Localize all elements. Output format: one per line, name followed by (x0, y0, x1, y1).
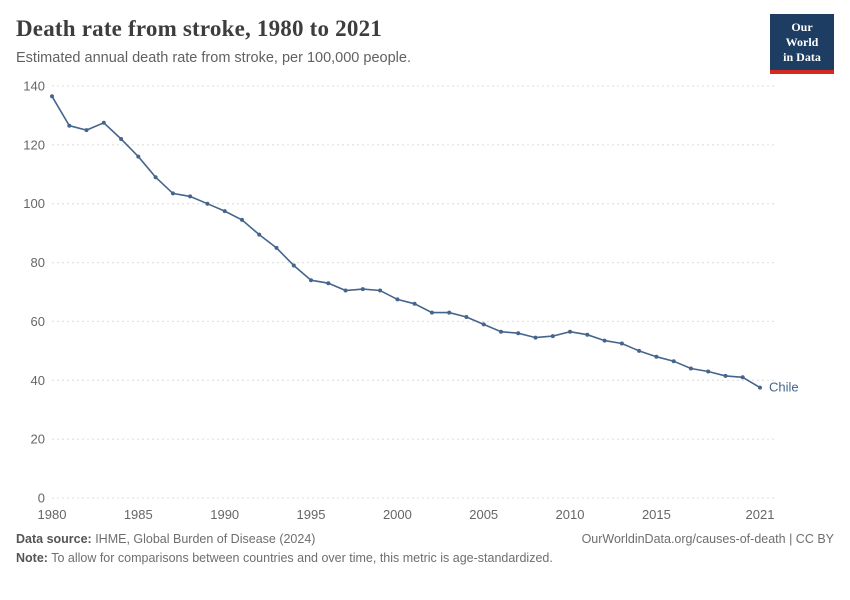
x-tick-label: 2000 (383, 507, 412, 522)
data-point (412, 301, 417, 306)
y-tick-label: 120 (23, 137, 45, 152)
data-point (723, 373, 728, 378)
data-source-label: Data source: (16, 532, 92, 546)
line-chart-svg: 0 20 40 60 80 100 120 140 1980 1985 1990 1995 2000 20… (23, 79, 799, 523)
data-point (464, 315, 469, 319)
series-end-label: Chile (769, 380, 799, 395)
data-point (119, 137, 124, 141)
y-tick-label: 0 (38, 491, 45, 506)
data-point (326, 281, 331, 286)
data-point (706, 369, 711, 374)
data-point (291, 263, 296, 268)
x-tick-label: 2021 (746, 507, 775, 522)
footer-note-line: Note: To allow for comparisons between c… (16, 551, 834, 565)
y-tick-label: 60 (31, 314, 45, 329)
owid-logo-line1: Our World (785, 20, 819, 49)
x-tick-label: 1985 (124, 507, 153, 522)
data-point (205, 201, 210, 206)
footer-row: Data source: IHME, Global Burden of Dise… (16, 532, 834, 546)
data-point (50, 94, 54, 99)
y-tick-label: 40 (31, 373, 45, 388)
chart-subtitle: Estimated annual death rate from stroke,… (16, 50, 411, 66)
footer-note-label: Note: (16, 551, 48, 565)
data-point (516, 331, 521, 336)
data-point (447, 310, 452, 315)
data-point (619, 341, 624, 346)
x-tick-label: 1995 (297, 507, 326, 522)
x-tick-label: 1980 (38, 507, 67, 522)
data-point (84, 128, 89, 133)
data-point (343, 288, 348, 293)
data-point (240, 217, 244, 222)
data-point (257, 232, 262, 237)
data-point (360, 287, 365, 292)
data-point (309, 278, 313, 283)
data-point (395, 297, 400, 302)
x-tick-label: 1990 (210, 507, 239, 522)
data-point (637, 348, 642, 353)
y-tick-label: 140 (23, 79, 45, 94)
data-point (481, 322, 486, 327)
chart-title: Death rate from stroke, 1980 to 2021 (16, 16, 382, 41)
data-point (568, 329, 572, 334)
chart-header: Death rate from stroke, 1980 to 2021 Est… (0, 0, 850, 74)
data-point (758, 385, 762, 390)
x-tick-label: 2005 (469, 507, 498, 522)
y-tick-label: 20 (31, 432, 45, 447)
owid-logo-line2: in Data (783, 50, 821, 64)
data-line (51, 95, 761, 389)
data-point (671, 359, 676, 364)
data-point (153, 175, 158, 180)
data-point (170, 191, 175, 196)
data-point (550, 334, 555, 339)
x-tick-label: 2010 (556, 507, 585, 522)
owid-logo[interactable]: Our World in Data (770, 14, 834, 74)
data-point (688, 366, 693, 371)
data-point (602, 338, 607, 343)
data-point (188, 194, 193, 199)
data-source-text: IHME, Global Burden of Disease (2024) (91, 532, 316, 546)
y-tick-label: 100 (23, 196, 45, 211)
data-point (274, 245, 279, 250)
data-point (499, 329, 503, 334)
data-point (585, 332, 590, 337)
data-point (67, 123, 72, 128)
data-point (136, 154, 141, 159)
footer-note-text: To allow for comparisons between countri… (47, 551, 553, 565)
data-point (429, 310, 434, 315)
data-source-line: Data source: IHME, Global Burden of Dise… (16, 532, 315, 546)
chart-footer: Data source: IHME, Global Burden of Dise… (0, 522, 850, 565)
x-tick-label: 2015 (642, 507, 671, 522)
data-point (654, 354, 659, 359)
data-point (222, 209, 227, 214)
chart-area: 0 20 40 60 80 100 120 140 1980 1985 1990 1995 2000 20… (0, 66, 850, 523)
data-point (533, 335, 538, 340)
y-tick-label: 80 (31, 255, 45, 270)
data-point (378, 288, 383, 293)
data-point (740, 375, 745, 380)
data-point (101, 120, 106, 125)
footer-link[interactable]: OurWorldinData.org/causes-of-death | CC … (581, 532, 834, 546)
